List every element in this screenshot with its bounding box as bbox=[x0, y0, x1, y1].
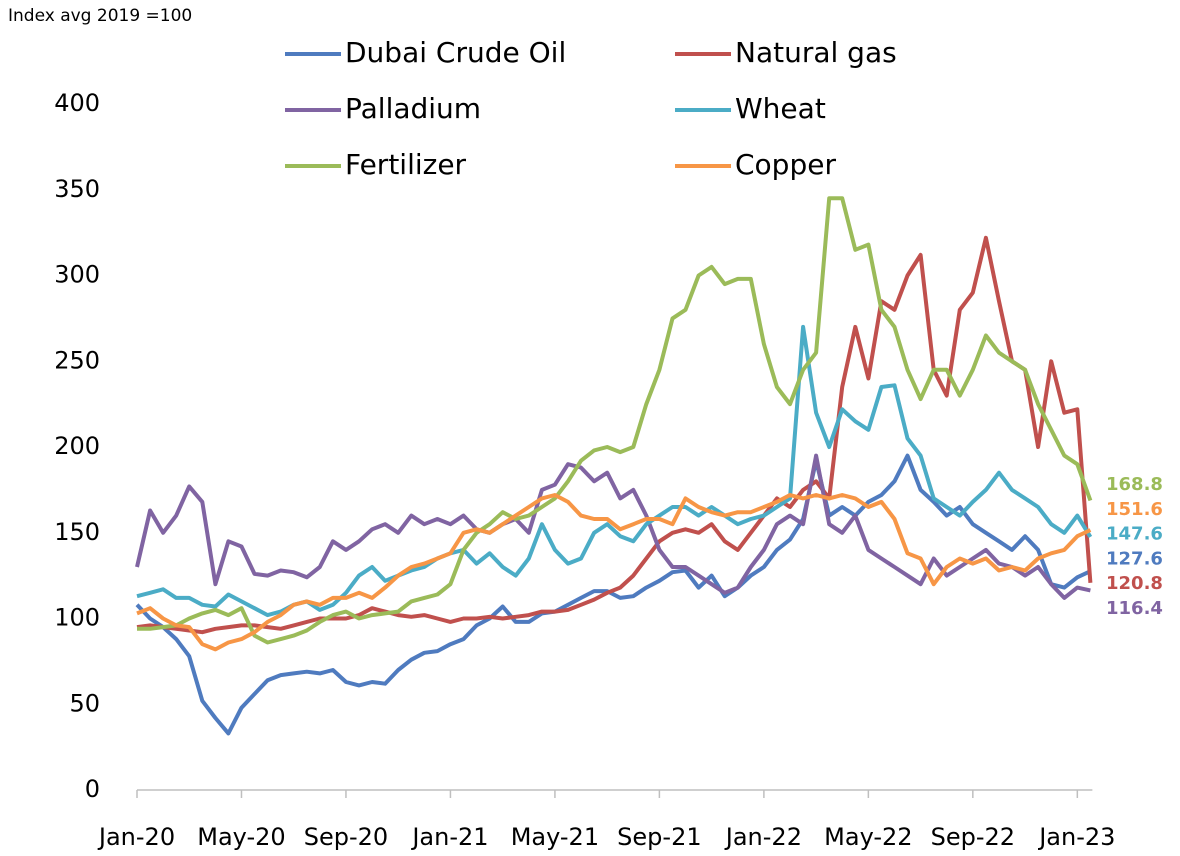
end-value-label: 147.6 bbox=[1106, 524, 1163, 545]
legend-label: Palladium bbox=[345, 92, 481, 125]
y-tick-label: 300 bbox=[54, 261, 100, 289]
x-tick-label: Jan-21 bbox=[410, 823, 488, 851]
series-line bbox=[136, 493, 1092, 652]
end-value-label: 127.6 bbox=[1106, 548, 1163, 569]
series-line bbox=[137, 196, 1093, 645]
x-tick-label: Sep-21 bbox=[617, 823, 701, 851]
legend-label: Fertilizer bbox=[345, 148, 467, 181]
y-tick-label: 0 bbox=[85, 775, 100, 803]
end-value-label: 116.4 bbox=[1106, 598, 1163, 619]
x-tick-label: May-22 bbox=[824, 823, 912, 851]
series-line bbox=[136, 235, 1093, 635]
legend-label: Wheat bbox=[735, 92, 826, 125]
end-value-label: 151.6 bbox=[1106, 499, 1163, 520]
x-tick-label: Jan-23 bbox=[1037, 823, 1115, 851]
legend-label: Dubai Crude Oil bbox=[345, 36, 566, 69]
x-tick-label: May-21 bbox=[511, 823, 599, 851]
y-tick-label: 200 bbox=[54, 432, 100, 460]
x-tick-label: May-20 bbox=[197, 823, 285, 851]
series-line bbox=[135, 453, 1092, 736]
y-tick-label: 250 bbox=[54, 346, 100, 374]
y-tick-label: 150 bbox=[54, 518, 100, 546]
y-tick-label: 50 bbox=[69, 689, 100, 717]
y-tick-label: 400 bbox=[54, 89, 100, 117]
x-tick-label: Jan-22 bbox=[724, 823, 802, 851]
y-tick-label: 100 bbox=[54, 604, 100, 632]
y-tick-label: 350 bbox=[54, 175, 100, 203]
end-value-label: 168.8 bbox=[1106, 474, 1163, 495]
series-line bbox=[135, 453, 1091, 600]
x-tick-label: Jan-20 bbox=[97, 823, 175, 851]
x-tick-label: Sep-20 bbox=[304, 823, 388, 851]
legend-label: Copper bbox=[735, 148, 836, 181]
x-tick-label: Sep-22 bbox=[931, 823, 1015, 851]
end-value-label: 120.8 bbox=[1106, 573, 1163, 594]
legend-label: Natural gas bbox=[735, 36, 897, 69]
y-axis-label: Index avg 2019 =100 bbox=[8, 6, 192, 26]
